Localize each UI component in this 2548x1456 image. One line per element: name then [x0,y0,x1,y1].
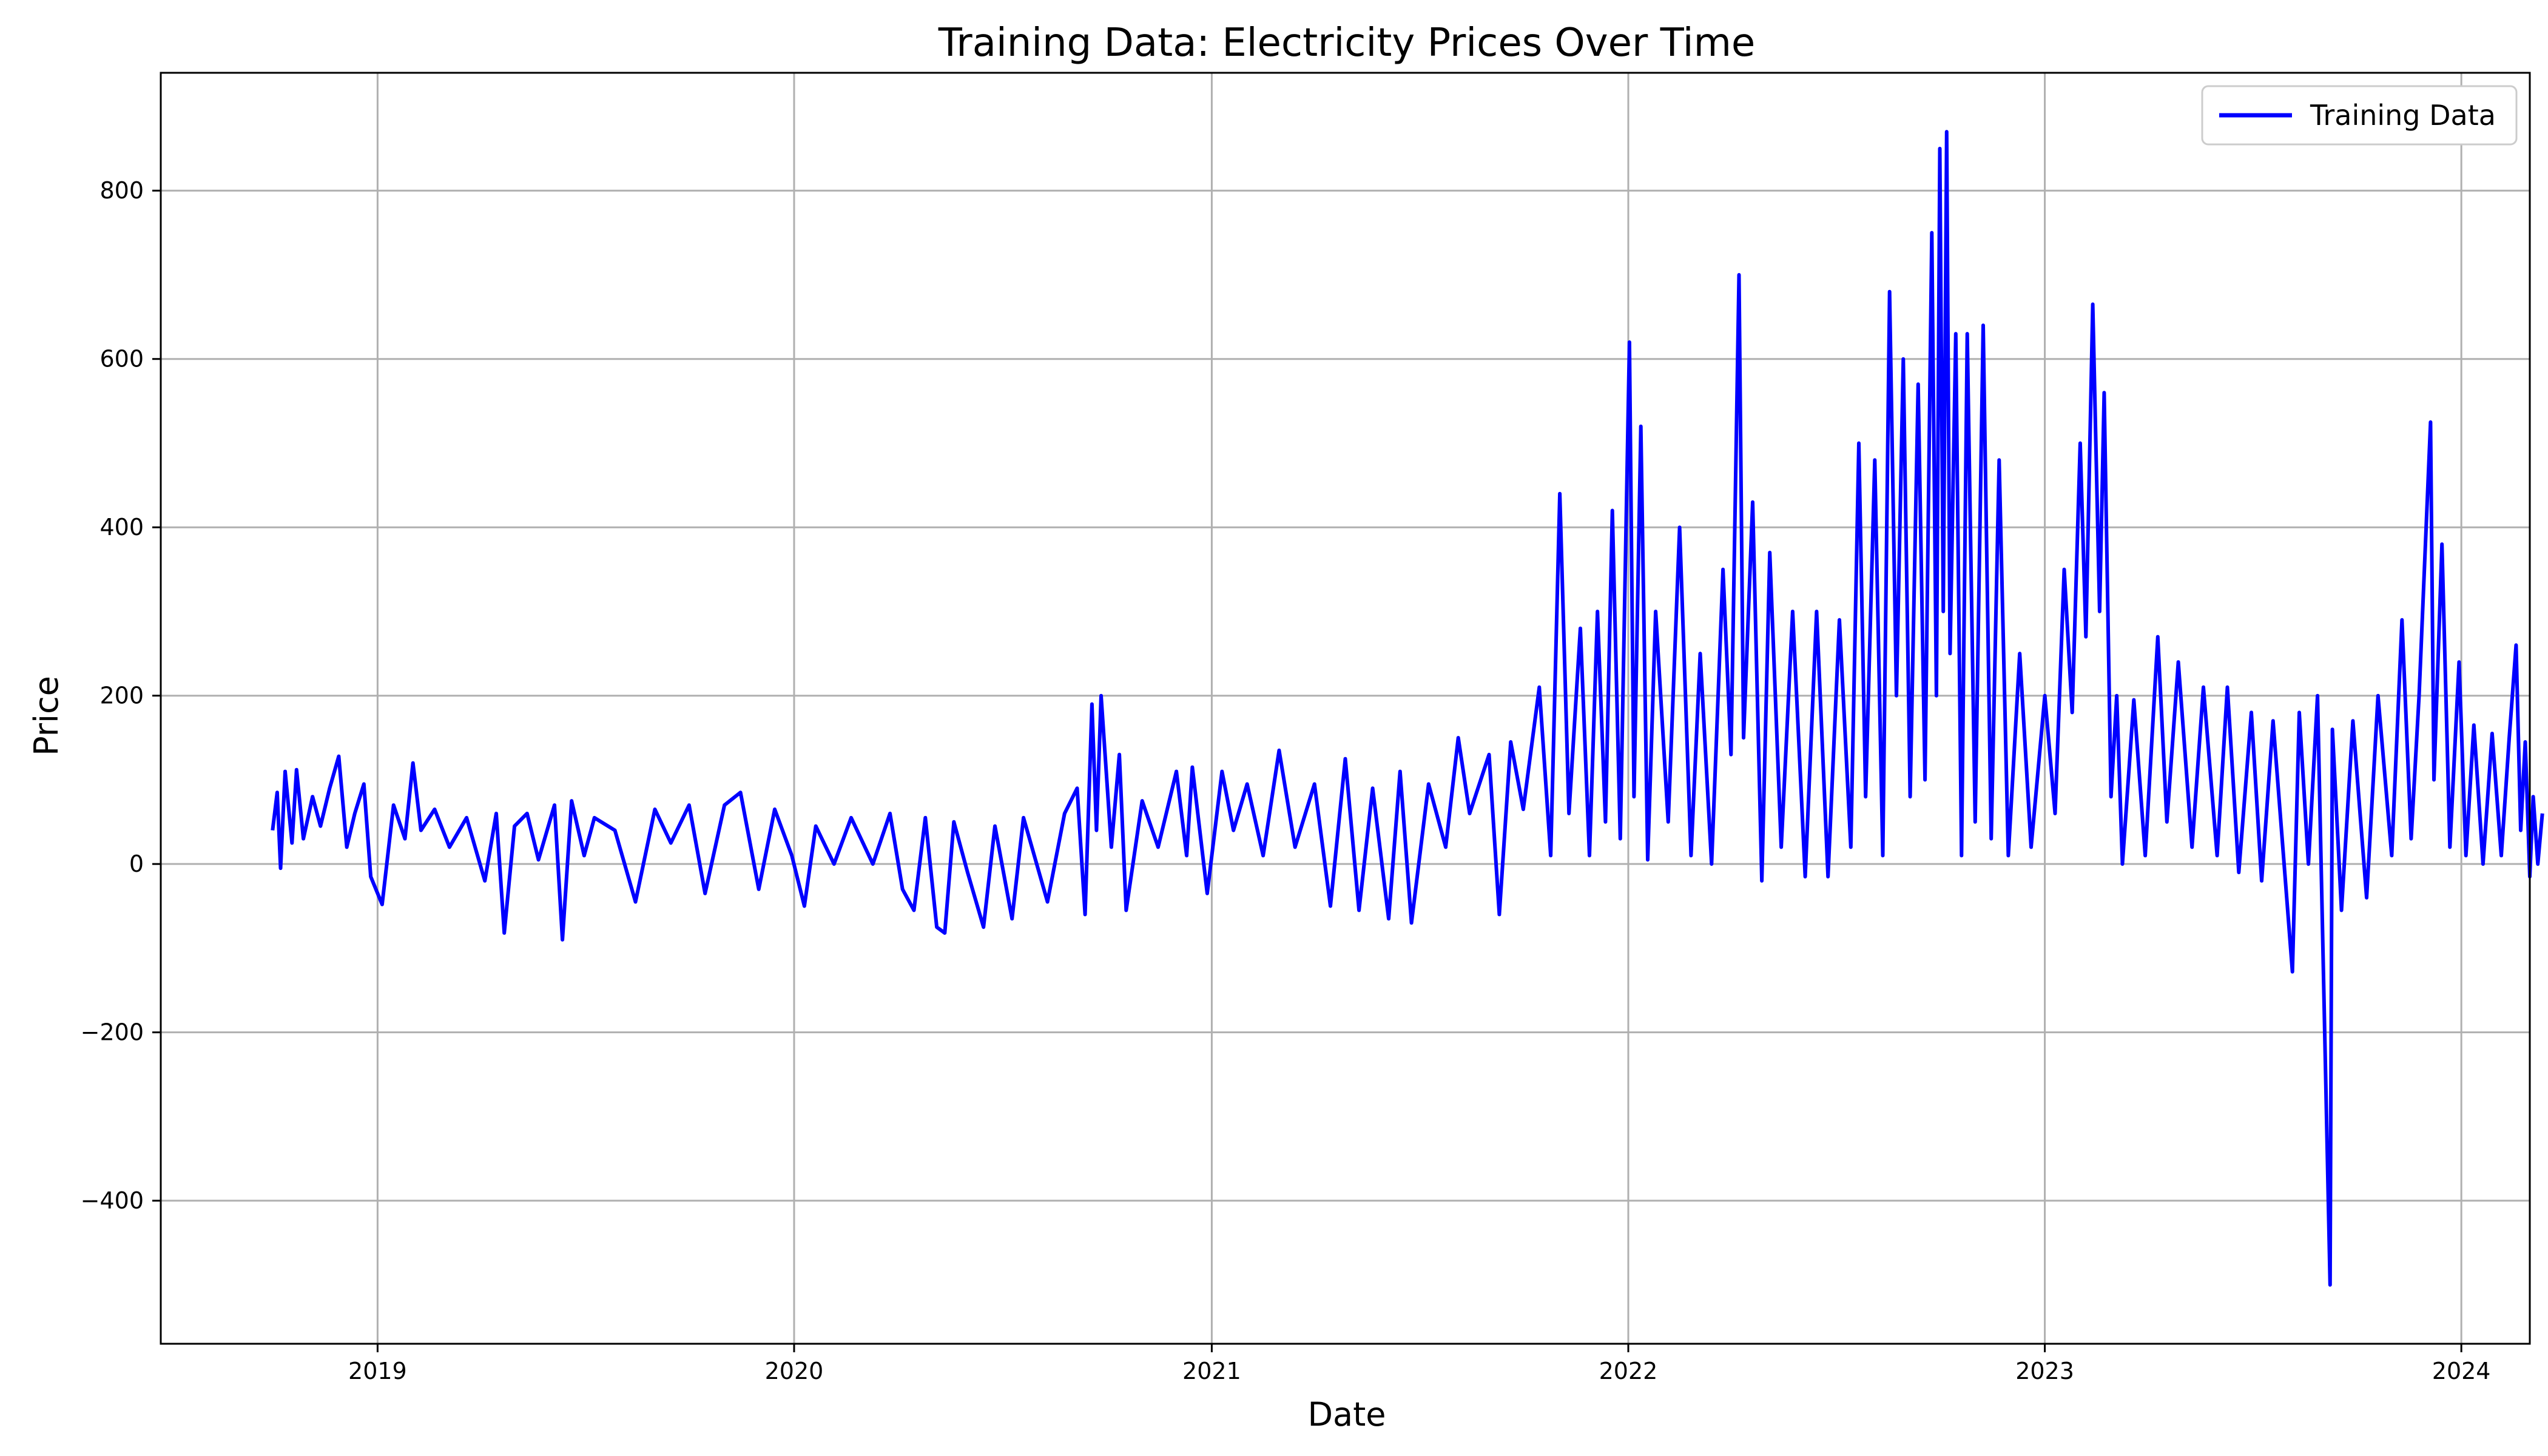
y-tick-label-6: 800 [99,177,144,204]
x-tick-label-2021: 2021 [1182,1358,1241,1384]
x-axis-ticks: 2019 2020 2021 2022 2023 2024 [348,1344,2490,1384]
x-tick-label-2023: 2023 [2015,1358,2074,1384]
x-axis-label: Date [1307,1395,1386,1434]
y-tick-label-4: 400 [99,514,144,541]
legend-box [2201,85,2518,146]
y-tick-label-2: 0 [129,851,144,877]
y-tick-label-1: −200 [81,1019,144,1046]
series-layer [271,130,2544,1287]
x-tick-label-2019: 2019 [348,1358,407,1384]
legend-label: Training Data [2310,99,2496,132]
plot-frame [160,72,2531,1345]
x-tick-label-2022: 2022 [1599,1358,1658,1384]
x-tick-label-2024: 2024 [2432,1358,2491,1384]
legend: Training Data [2201,85,2518,146]
y-axis-label: Price [27,676,66,756]
x-tick-label-2020: 2020 [765,1358,824,1384]
y-tick-label-5: 600 [99,346,144,372]
y-tick-label-3: 200 [99,682,144,709]
series-line-0 [271,130,2544,1287]
y-tick-label-0: −400 [81,1187,144,1214]
chart-title: Training Data: Electricity Prices Over T… [938,21,1756,66]
y-axis-ticks: −400 −200 0 200 400 600 800 [81,177,161,1214]
